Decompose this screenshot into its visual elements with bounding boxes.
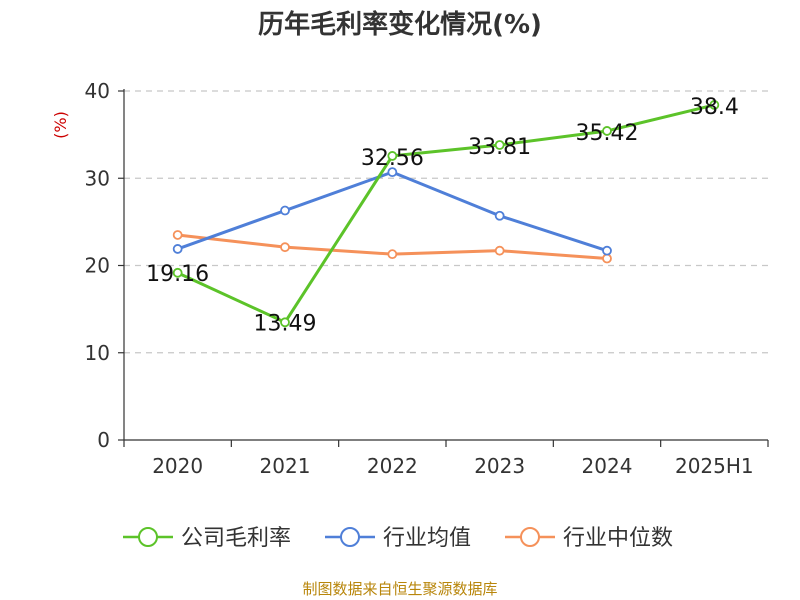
y-axis-unit-label: (%)	[51, 111, 70, 139]
legend-label: 公司毛利率	[181, 526, 291, 551]
x-tick-label: 2020	[152, 454, 203, 478]
data-point	[494, 140, 505, 150]
data-point	[602, 126, 612, 136]
x-tick-label: 2025H1	[675, 454, 754, 478]
data-label: 33.81	[468, 135, 531, 160]
data-point	[280, 205, 290, 216]
data-label: 32.56	[361, 146, 424, 171]
y-tick-label: 40	[85, 79, 110, 103]
series-lines	[172, 100, 720, 328]
y-tick-label: 30	[85, 166, 110, 190]
legend: 公司毛利率 行业均值 行业中位数	[123, 526, 673, 551]
x-tick-label: 2021	[260, 454, 311, 478]
data-point	[709, 100, 720, 110]
legend-marker	[138, 527, 158, 547]
data-point	[172, 244, 183, 254]
data-point	[172, 267, 183, 278]
grid-lines	[124, 90, 768, 354]
data-point	[387, 151, 398, 161]
data-point	[280, 242, 290, 253]
data-label: 13.49	[254, 311, 317, 336]
data-point	[387, 249, 398, 260]
axes: 0 10 20 30 40 2020 2021 2022 2023 2024 2025H1	[85, 79, 769, 478]
data-point	[602, 245, 612, 256]
x-tick-label: 2023	[474, 454, 525, 478]
data-point	[602, 253, 612, 264]
source-note: 制图数据来自恒生聚源数据库	[302, 580, 497, 598]
series-line-0	[177, 103, 715, 324]
chart-title: 历年毛利率变化情况(%)	[258, 9, 542, 40]
data-label: 19.16	[146, 262, 209, 287]
legend-marker	[520, 527, 540, 547]
x-tick-label: 2022	[367, 454, 418, 478]
data-label: 35.42	[576, 121, 639, 146]
data-point	[172, 230, 183, 240]
y-tick-label: 0	[97, 428, 110, 452]
series-line-1	[177, 170, 608, 253]
data-point	[494, 210, 505, 221]
data-labels: 19.16 13.49 32.56 33.81 35.42 38.4	[146, 95, 739, 336]
y-tick-label: 10	[85, 341, 110, 365]
data-point	[494, 245, 505, 256]
x-tick-label: 2024	[582, 454, 633, 478]
legend-marker	[340, 527, 360, 547]
data-label: 38.4	[690, 95, 739, 120]
legend-label: 行业中位数	[563, 526, 673, 551]
data-point	[280, 317, 290, 328]
legend-label: 行业均值	[383, 526, 471, 551]
data-point	[387, 167, 398, 178]
y-tick-label: 20	[85, 254, 110, 278]
